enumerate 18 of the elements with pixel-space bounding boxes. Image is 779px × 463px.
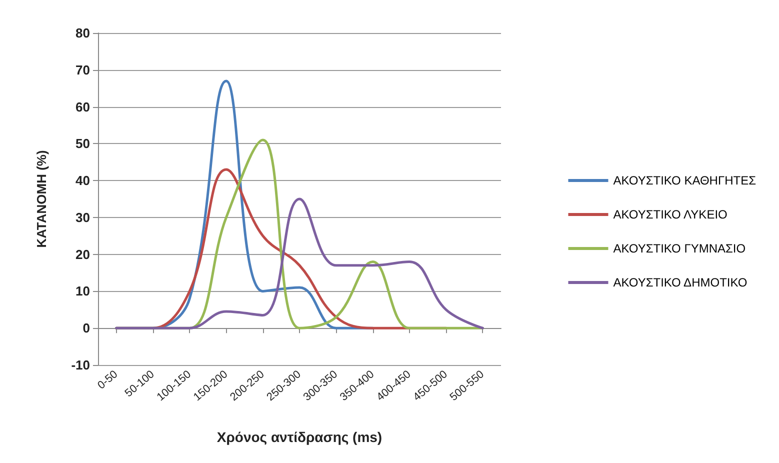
legend-label: ΑΚΟΥΣΤΙΚΟ ΛΥΚΕΙΟ <box>613 208 728 222</box>
legend-label: ΑΚΟΥΣΤΙΚΟ ΔΗΜΟΤΙΚΟ <box>613 276 748 290</box>
y-tick-label: 10 <box>76 284 90 299</box>
y-tick-label: 60 <box>76 99 90 114</box>
y-axis-title: ΚΑΤΑΝΟΜΗ (%) <box>34 150 49 248</box>
y-tick-label: 80 <box>76 26 90 40</box>
y-tick-label: 50 <box>76 136 90 152</box>
line-series <box>115 198 484 330</box>
y-tick-label: 30 <box>76 210 90 225</box>
y-tick-label: 70 <box>76 62 90 78</box>
y-tick-label: 40 <box>76 173 90 188</box>
legend-label: ΑΚΟΥΣΤΙΚΟ ΓΥΜΝΑΣΙΟ <box>613 242 746 256</box>
y-tick-label: 20 <box>76 246 90 262</box>
x-axis-title: Χρόνος αντίδρασης (ms) <box>216 429 382 445</box>
x-tick-label: 0-50 <box>96 368 120 392</box>
y-tick-label: 0 <box>82 320 90 336</box>
legend-label: ΑΚΟΥΣΤΙΚΟ ΚΑΘΗΓΗΤΕΣ <box>613 174 756 188</box>
y-tick-label: -10 <box>71 358 90 372</box>
